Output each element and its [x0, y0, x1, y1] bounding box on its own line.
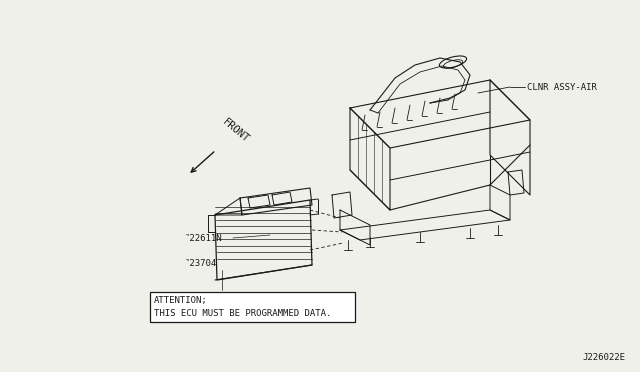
Text: ATTENTION;: ATTENTION;: [154, 295, 208, 305]
Text: J226022E: J226022E: [582, 353, 625, 362]
Text: ‶23704: ‶23704: [185, 259, 217, 267]
Text: THIS ECU MUST BE PROGRAMMED DATA.: THIS ECU MUST BE PROGRAMMED DATA.: [154, 308, 332, 317]
Text: ‶22611N: ‶22611N: [185, 234, 223, 243]
FancyBboxPatch shape: [150, 292, 355, 322]
Text: CLNR ASSY-AIR: CLNR ASSY-AIR: [527, 83, 597, 92]
Text: FRONT: FRONT: [221, 117, 252, 145]
